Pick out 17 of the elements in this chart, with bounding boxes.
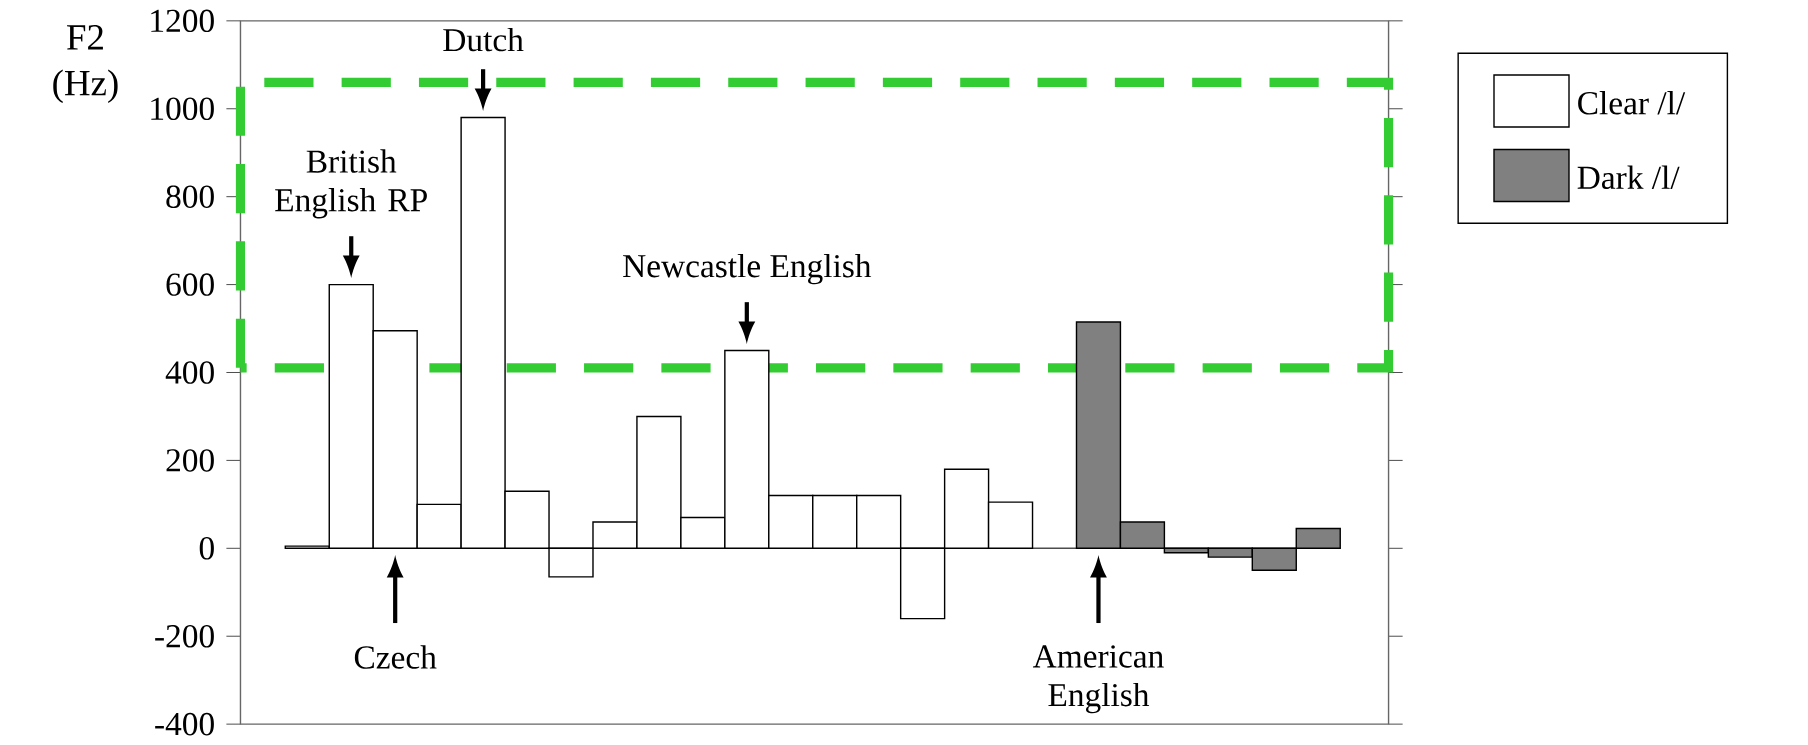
x-tick-label: British English RP <box>275 149 427 219</box>
y-tick-label: -400 <box>155 712 214 736</box>
y-tick-label: 200 <box>166 449 214 472</box>
legend-label: Clear /l/ <box>1578 91 1686 115</box>
y-tick-label: 800 <box>166 185 214 208</box>
y-tick-label: 0 <box>199 537 214 560</box>
x-tick-label: Dutch <box>443 27 524 52</box>
x-tick-label: American English <box>1032 645 1164 714</box>
y-axis-title: F2 (Hz) <box>53 25 118 104</box>
x-tick-label: Newcastle English <box>623 253 872 285</box>
legend-label: Dark /l/ <box>1577 165 1680 190</box>
y-tick-label: 400 <box>165 361 214 384</box>
y-tick-label: -200 <box>155 624 214 648</box>
x-tick-label: Czech <box>354 645 437 669</box>
y-tick-label: 1200 <box>151 9 214 33</box>
y-tick-label: 600 <box>166 273 214 296</box>
y-tick-label: 1000 <box>151 97 214 121</box>
